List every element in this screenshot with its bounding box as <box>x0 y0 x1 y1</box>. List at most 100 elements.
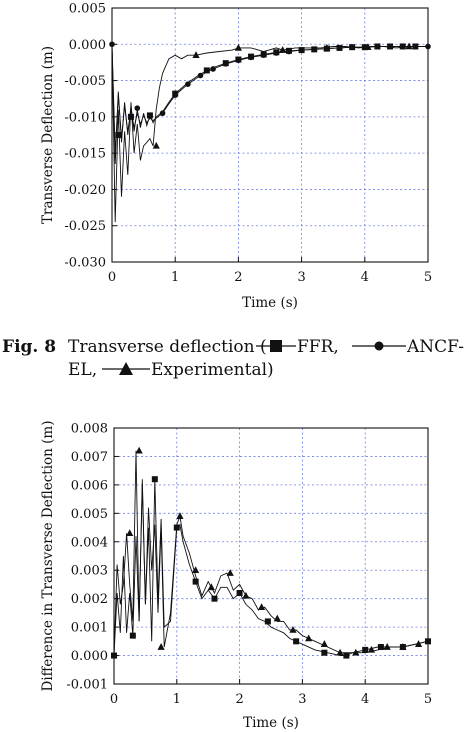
c2-point-ancf-el <box>135 446 143 454</box>
chart-difference-deflection: 0 1 2 3 4 5 0.008 0.007 0.006 0.005 0.004 0.003 0.00… <box>40 421 432 731</box>
c1-y-tick-label: -0.025 <box>64 219 106 234</box>
c2-point-ffr <box>377 644 384 651</box>
c1-point-ffr <box>361 44 368 51</box>
c2-point-ffr <box>151 476 158 483</box>
c2-y-tick-label: 0.005 <box>71 507 108 522</box>
c1-point-experimental <box>192 51 200 58</box>
c2-y-axis-label: Difference in Transverse Deflection (m) <box>40 421 56 692</box>
c2-y-tick-label: 0.004 <box>71 535 108 550</box>
c2-point-ffr <box>321 649 328 656</box>
c1-markers-ffr <box>115 43 419 138</box>
c1-x-tick-label: 0 <box>108 270 116 285</box>
c1-plot-frame <box>111 7 429 263</box>
c2-point-ffr <box>129 632 136 639</box>
c1-point-ffr <box>222 60 229 67</box>
c1-point-experimental <box>405 42 413 50</box>
c1-x-tick-label: 3 <box>297 270 305 285</box>
c2-point-ancf-el <box>192 566 200 574</box>
c2-point-ancf-el <box>320 640 328 647</box>
c2-point-ffr <box>362 646 369 653</box>
c2-y-tick-label: 0.007 <box>71 450 108 465</box>
c1-x-tick-label: 2 <box>234 270 242 285</box>
c1-y-tick-label: -0.015 <box>64 147 106 162</box>
c2-point-ffr <box>293 638 300 645</box>
c2-point-ffr <box>192 578 199 585</box>
c1-x-tick-label: 5 <box>424 270 432 285</box>
c2-y-tick-label: -0.001 <box>66 678 108 693</box>
c1-point-ffr <box>374 43 381 50</box>
c2-x-tick-label: 0 <box>110 692 118 707</box>
c1-series-experimental <box>112 44 428 223</box>
c2-point-ancf-el <box>126 529 134 537</box>
c1-point-ffr <box>172 90 179 97</box>
c2-point-ffr <box>236 589 243 596</box>
c1-point-ffr <box>387 43 394 50</box>
c1-x-tick-label: 4 <box>361 270 369 285</box>
c1-y-tick-label: -0.010 <box>64 110 106 125</box>
c2-point-ffr <box>425 638 431 645</box>
c1-y-tick-label: -0.030 <box>64 256 106 271</box>
c2-x-axis-label: Time (s) <box>243 715 299 731</box>
c2-point-ancf-el <box>336 648 344 656</box>
c1-point-ancf-el <box>134 105 141 111</box>
c2-point-ancf-el <box>367 645 376 653</box>
c2-point-ffr <box>111 652 117 659</box>
legend-experimental-glyph <box>102 362 150 375</box>
c1-line-experimental <box>112 44 428 223</box>
c1-point-ancf-el <box>109 41 115 48</box>
c1-point-ffr <box>399 43 406 50</box>
c1-y-tick-label: -0.005 <box>64 74 106 89</box>
c2-x-tick-label: 1 <box>173 692 181 707</box>
c1-point-ffr <box>115 132 122 138</box>
legend-ancf-glyph <box>352 341 406 351</box>
c1-point-ancf-el <box>210 66 216 72</box>
c1-point-ffr <box>273 49 280 56</box>
c2-point-ancf-el <box>242 591 250 599</box>
c2-point-ancf-el <box>305 634 313 642</box>
c1-point-ancf-el <box>185 81 191 87</box>
c1-point-ffr <box>336 44 343 51</box>
c2-y-tick-label: 0.001 <box>71 621 108 636</box>
figure-caption: Fig. 8 Transverse deflection ( FFR, ANCF… <box>2 337 464 380</box>
c2-line-ffr <box>114 479 428 657</box>
c2-point-ancf-el <box>207 583 215 591</box>
c2-series-ffr <box>114 479 428 657</box>
c1-line-ancf-el <box>112 44 428 154</box>
c1-line-ffr <box>112 44 428 165</box>
caption-fig-label: Fig. 8 <box>2 337 56 357</box>
caption-line2-prefix: EL, <box>68 360 97 380</box>
c1-series-ancf-el <box>112 44 428 154</box>
c2-point-ffr <box>173 524 180 531</box>
c2-markers-ancf-el <box>126 446 423 656</box>
c2-x-tick-label: 4 <box>361 692 369 707</box>
c1-markers-experimental <box>152 42 413 149</box>
c1-markers-ancf-el <box>109 41 431 117</box>
c1-y-tick-label: -0.020 <box>64 183 106 198</box>
c1-y-axis-label: Transverse Deflection (m) <box>40 46 56 224</box>
c1-point-ffr <box>285 47 292 54</box>
c2-y-tick-label: 0.002 <box>71 592 108 607</box>
c1-point-ffr <box>323 45 330 52</box>
c2-point-ancf-el <box>289 625 297 633</box>
c1-y-tick-label: 0.000 <box>69 38 106 53</box>
c2-line-ancf-el <box>114 450 428 656</box>
chart-transverse-deflection: 0 1 2 3 4 5 0.005 0.000 -0.005 -0.010 -0.015 -0.020… <box>40 2 432 312</box>
c2-point-ancf-el <box>157 643 165 650</box>
c2-series-ancf-el <box>114 450 428 656</box>
c1-x-axis-label: Time (s) <box>242 295 298 311</box>
c2-point-ancf-el <box>383 643 391 650</box>
c2-markers-ffr <box>111 476 431 659</box>
c2-plot-frame <box>113 427 429 685</box>
c2-y-tick-label: 0.000 <box>71 649 108 664</box>
c1-point-ancf-el <box>197 72 204 79</box>
c1-point-experimental <box>152 141 160 149</box>
c1-point-ffr <box>311 46 318 53</box>
c1-point-ffr <box>298 47 305 54</box>
c2-point-ffr <box>211 595 218 602</box>
c2-point-ancf-el <box>273 614 281 622</box>
c1-x-tick-label: 1 <box>171 270 179 285</box>
c2-point-ancf-el <box>176 512 184 519</box>
c1-point-ffr <box>203 67 210 74</box>
c1-point-ffr <box>349 44 356 51</box>
